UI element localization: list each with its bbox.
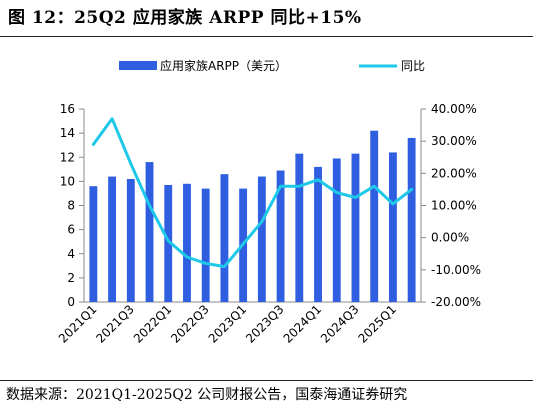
bar [370,130,379,302]
legend-bar-label: 应用家族ARPP（美元） [160,58,287,73]
bottom-rule [0,380,533,381]
figure-title: 图 12：25Q2 应用家族 ARPP 同比+15% [8,8,362,28]
x-tick-label: 2021Q1 [56,302,100,346]
bar [332,158,341,302]
y-left-tick-label: 8 [67,199,75,213]
y-left-tick-label: 14 [60,126,75,140]
bar [126,178,135,302]
x-tick-label: 2022Q1 [131,302,175,346]
x-tick-labels: 2021Q12021Q32022Q12022Q32023Q12023Q32024… [56,302,399,346]
bar [407,137,416,302]
bar [351,153,360,302]
y-right-tick-label: 30.00% [431,134,477,148]
y-left-tick-label: 10 [60,174,75,188]
y-left-tick-label: 12 [60,150,75,164]
y-right-tick-label: -10.00% [431,263,481,277]
y-right-tick-label: 0.00% [431,231,469,245]
y-right-tick-label: 20.00% [431,166,477,180]
y-right-tick-label: -20.00% [431,295,481,309]
legend-line-label: 同比 [401,59,425,73]
bar [89,186,98,302]
x-tick-label: 2024Q1 [281,302,325,346]
y-right-tick-label: 10.00% [431,199,477,213]
axes: 0 2 4 6 8 10 12 14 16 -20.00% -10.00% 0.00% 10.00% 20… [60,102,481,309]
bar [201,188,210,302]
bar-series [89,130,416,302]
yoy-line [91,117,414,269]
y-left-tick-label: 0 [67,295,75,309]
x-tick-label: 2021Q3 [93,302,137,346]
legend: 应用家族ARPP（美元） 同比 [119,58,425,73]
bar [257,176,266,302]
y-left-tick-label: 6 [67,223,75,237]
bar [276,170,285,302]
bar [314,166,322,302]
top-rule [0,36,533,37]
source-note: 数据来源：2021Q1-2025Q2 公司财报公告，国泰海通证券研究 [6,387,408,403]
bar [108,176,117,302]
x-tick-label: 2023Q3 [243,302,287,346]
bar [145,162,154,302]
x-tick-label: 2022Q3 [168,302,212,346]
x-tick-label: 2024Q3 [318,302,362,346]
y-right-tick-label: 40.00% [431,102,477,116]
y-left-tick-label: 16 [60,102,75,116]
y-left-tick-label: 2 [67,271,75,285]
x-tick-label: 2025Q1 [355,302,399,346]
x-tick-label: 2023Q1 [206,302,250,346]
bar [164,184,173,302]
bar [183,183,191,302]
legend-bar-swatch [119,61,157,70]
bar [388,152,397,302]
y-left-tick-label: 4 [67,247,75,261]
bar [295,153,304,302]
chart: 应用家族ARPP（美元） 同比 0 2 4 6 8 10 12 14 16 -20.00% -10.… [56,58,481,346]
bar [220,174,229,302]
line-series [91,117,414,269]
